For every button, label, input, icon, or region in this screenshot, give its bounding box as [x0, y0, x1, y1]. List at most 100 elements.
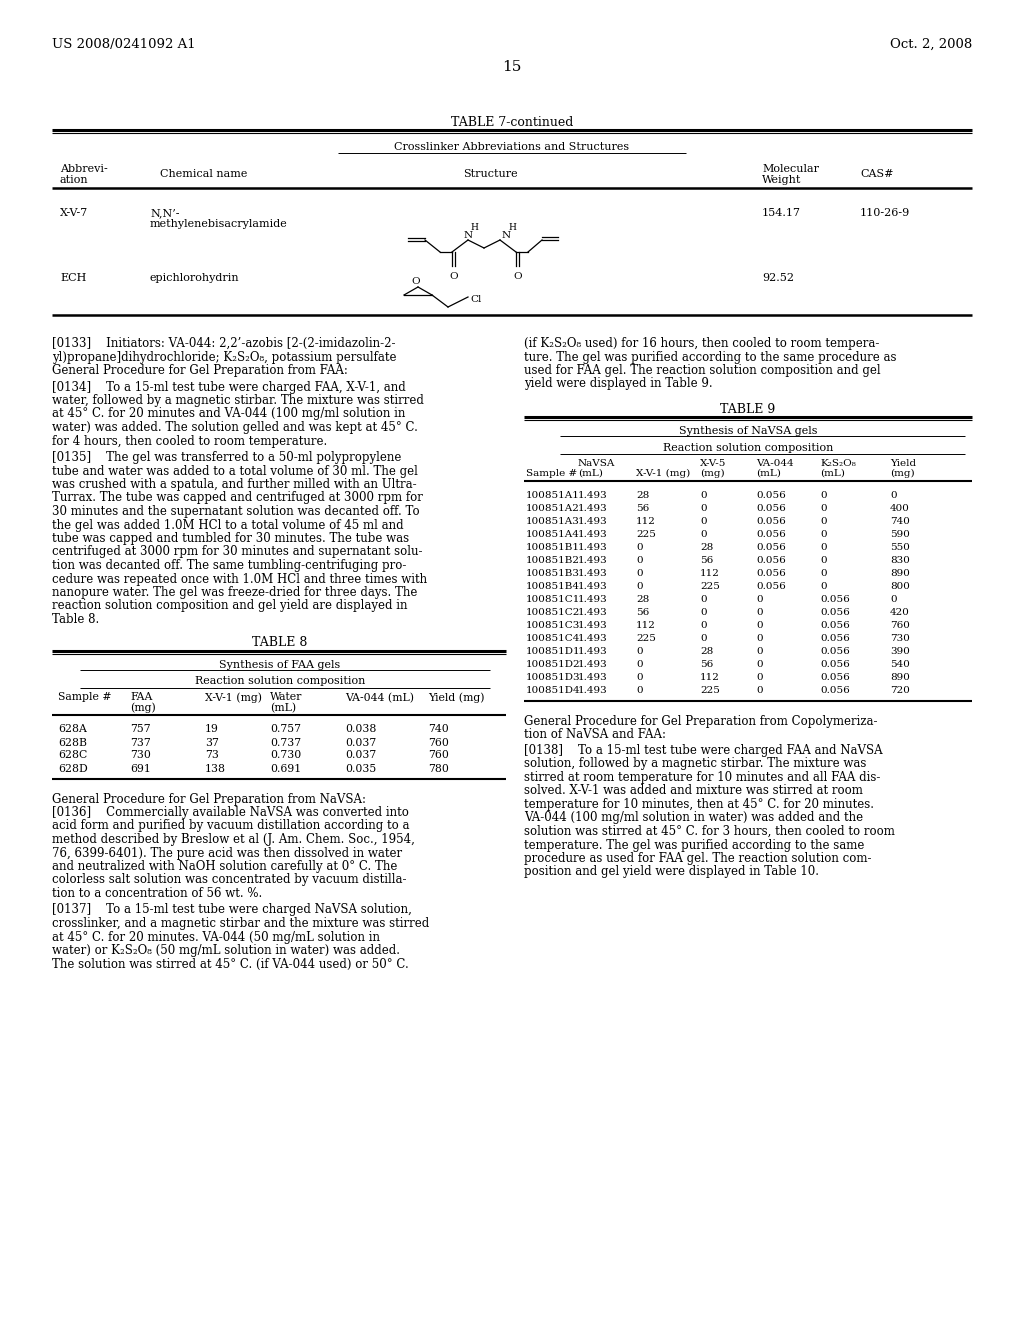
Text: colorless salt solution was concentrated by vacuum distilla-: colorless salt solution was concentrated… [52, 874, 407, 887]
Text: [0137]    To a 15-ml test tube were charged NaVSA solution,: [0137] To a 15-ml test tube were charged… [52, 903, 412, 916]
Text: 737: 737 [130, 738, 151, 747]
Text: The solution was stirred at 45° C. (if VA-044 used) or 50° C.: The solution was stirred at 45° C. (if V… [52, 957, 409, 970]
Text: Reaction solution composition: Reaction solution composition [195, 676, 366, 686]
Text: 0: 0 [700, 609, 707, 616]
Text: 0.757: 0.757 [270, 725, 301, 734]
Text: 225: 225 [700, 582, 720, 591]
Text: 0.056: 0.056 [756, 569, 785, 578]
Text: water) was added. The solution gelled and was kept at 45° C.: water) was added. The solution gelled an… [52, 421, 418, 434]
Text: [0135]    The gel was transferred to a 50-ml polypropylene: [0135] The gel was transferred to a 50-m… [52, 451, 401, 465]
Text: (mL): (mL) [270, 702, 296, 713]
Text: 56: 56 [636, 504, 649, 513]
Text: 100851A1: 100851A1 [526, 491, 580, 500]
Text: 0: 0 [756, 634, 763, 643]
Text: 0.056: 0.056 [820, 595, 850, 605]
Text: 0: 0 [820, 556, 826, 565]
Text: 628B: 628B [58, 738, 87, 747]
Text: 112: 112 [700, 569, 720, 578]
Text: Sample #: Sample # [526, 469, 578, 478]
Text: 1.493: 1.493 [578, 531, 608, 539]
Text: TABLE 7-continued: TABLE 7-continued [451, 116, 573, 129]
Text: 0.691: 0.691 [270, 763, 301, 774]
Text: tube was capped and tumbled for 30 minutes. The tube was: tube was capped and tumbled for 30 minut… [52, 532, 410, 545]
Text: CAS#: CAS# [860, 169, 894, 180]
Text: 100851D3: 100851D3 [526, 673, 581, 682]
Text: Synthesis of FAA gels: Synthesis of FAA gels [219, 660, 341, 669]
Text: 0.056: 0.056 [820, 673, 850, 682]
Text: 0.056: 0.056 [820, 620, 850, 630]
Text: was crushed with a spatula, and further milled with an Ultra-: was crushed with a spatula, and further … [52, 478, 417, 491]
Text: VA-044 (100 mg/ml solution in water) was added and the: VA-044 (100 mg/ml solution in water) was… [524, 812, 863, 825]
Text: 730: 730 [130, 751, 151, 760]
Text: 0: 0 [756, 620, 763, 630]
Text: 757: 757 [130, 725, 151, 734]
Text: X-V-5: X-V-5 [700, 459, 726, 469]
Text: 92.52: 92.52 [762, 273, 794, 282]
Text: 0: 0 [820, 531, 826, 539]
Text: O: O [514, 272, 522, 281]
Text: 0.056: 0.056 [756, 517, 785, 525]
Text: 0: 0 [700, 504, 707, 513]
Text: at 45° C. for 20 minutes and VA-044 (100 mg/ml solution in: at 45° C. for 20 minutes and VA-044 (100… [52, 408, 406, 421]
Text: FAA: FAA [130, 693, 153, 702]
Text: VA-044: VA-044 [756, 459, 794, 469]
Text: 30 minutes and the supernatant solution was decanted off. To: 30 minutes and the supernatant solution … [52, 506, 420, 517]
Text: 0.056: 0.056 [820, 686, 850, 696]
Text: 1.493: 1.493 [578, 543, 608, 552]
Text: tion was decanted off. The same tumbling-centrifuging pro-: tion was decanted off. The same tumbling… [52, 558, 407, 572]
Text: 890: 890 [890, 673, 910, 682]
Text: yl)propane]dihydrochloride; K₂S₂O₈, potassium persulfate: yl)propane]dihydrochloride; K₂S₂O₈, pota… [52, 351, 396, 363]
Text: 0.056: 0.056 [820, 634, 850, 643]
Text: Cl: Cl [470, 294, 481, 304]
Text: position and gel yield were displayed in Table 10.: position and gel yield were displayed in… [524, 866, 819, 879]
Text: (mg): (mg) [890, 469, 914, 478]
Text: Yield: Yield [890, 459, 916, 469]
Text: 0: 0 [756, 647, 763, 656]
Text: 1.493: 1.493 [578, 660, 608, 669]
Text: 100851B2: 100851B2 [526, 556, 580, 565]
Text: nanopure water. The gel was freeze-dried for three days. The: nanopure water. The gel was freeze-dried… [52, 586, 418, 599]
Text: 225: 225 [700, 686, 720, 696]
Text: 0: 0 [700, 595, 707, 605]
Text: General Procedure for Gel Preparation from Copolymeriza-: General Procedure for Gel Preparation fr… [524, 715, 878, 729]
Text: 740: 740 [428, 725, 449, 734]
Text: 112: 112 [700, 673, 720, 682]
Text: 550: 550 [890, 543, 910, 552]
Text: 0: 0 [820, 491, 826, 500]
Text: 0: 0 [700, 634, 707, 643]
Text: 0: 0 [636, 556, 643, 565]
Text: 0.056: 0.056 [756, 556, 785, 565]
Text: 0: 0 [820, 543, 826, 552]
Text: 100851A2: 100851A2 [526, 504, 580, 513]
Text: Sample #: Sample # [58, 693, 112, 702]
Text: 0.737: 0.737 [270, 738, 301, 747]
Text: 112: 112 [636, 620, 656, 630]
Text: Weight: Weight [762, 176, 802, 185]
Text: 100851D2: 100851D2 [526, 660, 581, 669]
Text: 691: 691 [130, 763, 151, 774]
Text: ation: ation [60, 176, 89, 185]
Text: N: N [464, 231, 472, 240]
Text: 28: 28 [636, 491, 649, 500]
Text: 0.056: 0.056 [756, 543, 785, 552]
Text: 760: 760 [428, 751, 449, 760]
Text: 100851B3: 100851B3 [526, 569, 580, 578]
Text: 0: 0 [756, 660, 763, 669]
Text: the gel was added 1.0M HCl to a total volume of 45 ml and: the gel was added 1.0M HCl to a total vo… [52, 519, 403, 532]
Text: centrifuged at 3000 rpm for 30 minutes and supernatant solu-: centrifuged at 3000 rpm for 30 minutes a… [52, 545, 423, 558]
Text: 0.730: 0.730 [270, 751, 301, 760]
Text: 100851C1: 100851C1 [526, 595, 581, 605]
Text: 0: 0 [636, 686, 643, 696]
Text: for 4 hours, then cooled to room temperature.: for 4 hours, then cooled to room tempera… [52, 434, 328, 447]
Text: K₂S₂O₈: K₂S₂O₈ [820, 459, 856, 469]
Text: 590: 590 [890, 531, 910, 539]
Text: 0: 0 [820, 517, 826, 525]
Text: 760: 760 [428, 738, 449, 747]
Text: 225: 225 [636, 634, 656, 643]
Text: tube and water was added to a total volume of 30 ml. The gel: tube and water was added to a total volu… [52, 465, 418, 478]
Text: 0.038: 0.038 [345, 725, 377, 734]
Text: N: N [502, 231, 511, 240]
Text: ture. The gel was purified according to the same procedure as: ture. The gel was purified according to … [524, 351, 896, 363]
Text: (mL): (mL) [820, 469, 845, 478]
Text: 1.493: 1.493 [578, 491, 608, 500]
